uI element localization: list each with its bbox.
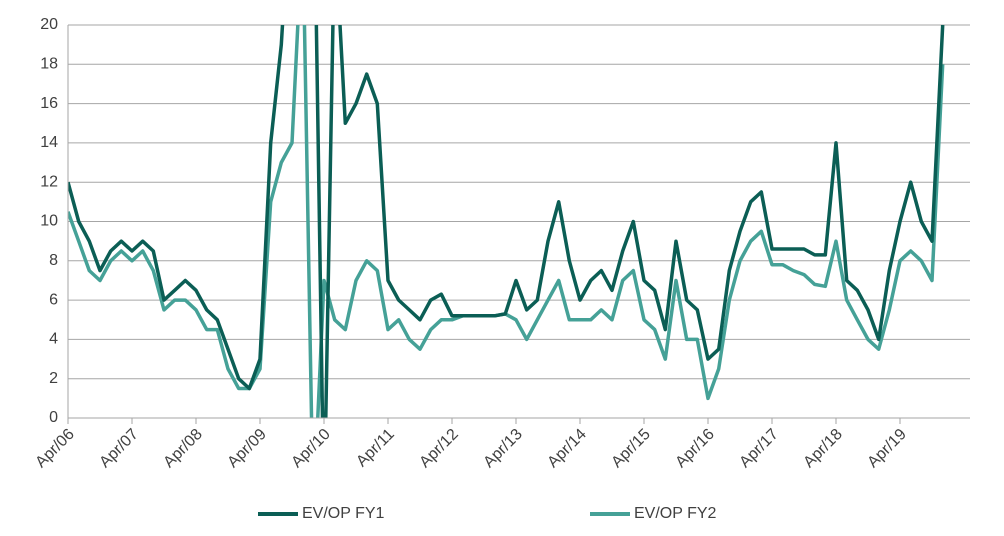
plot-area (68, 25, 945, 418)
x-tick-label: Apr/10 (288, 426, 333, 471)
x-tick-label: Apr/18 (800, 426, 845, 471)
x-tick-label: Apr/07 (96, 426, 141, 471)
y-tick-label: 4 (49, 331, 58, 348)
x-tick-label: Apr/16 (672, 426, 717, 471)
y-tick-label: 18 (40, 56, 58, 73)
y-tick-label: 20 (40, 16, 58, 33)
legend: EV/OP FY1 EV/OP FY2 (258, 505, 717, 522)
grid (68, 24, 970, 419)
y-tick-label: 0 (49, 409, 58, 426)
legend-label: EV/OP FY2 (634, 505, 717, 522)
y-tick-label: 8 (49, 252, 58, 269)
x-tick-label: Apr/17 (736, 426, 781, 471)
y-tick-label: 2 (49, 370, 58, 387)
y-tick-label: 14 (40, 134, 58, 151)
x-tick-label: Apr/19 (864, 426, 909, 471)
x-tick-label: Apr/08 (160, 426, 205, 471)
x-tick-label: Apr/13 (480, 426, 525, 471)
y-tick-label: 6 (49, 291, 58, 308)
x-tick-label: Apr/12 (416, 426, 461, 471)
x-tick-label: Apr/15 (608, 426, 653, 471)
x-tick-label: Apr/14 (544, 426, 589, 471)
series-line (68, 25, 945, 418)
x-tick-label: Apr/06 (32, 426, 77, 471)
y-tick-label: 10 (40, 213, 58, 230)
y-tick-label: 16 (40, 95, 58, 112)
y-tick-label: 12 (40, 173, 58, 190)
legend-label: EV/OP FY1 (302, 505, 385, 522)
x-tick-label: Apr/09 (224, 426, 269, 471)
axes: 0 2 4 6 8 10 12 14 16 18 20 Apr/06 Apr/07 Apr/08 Apr/0… (32, 16, 970, 471)
x-tick-label: Apr/11 (353, 426, 398, 471)
